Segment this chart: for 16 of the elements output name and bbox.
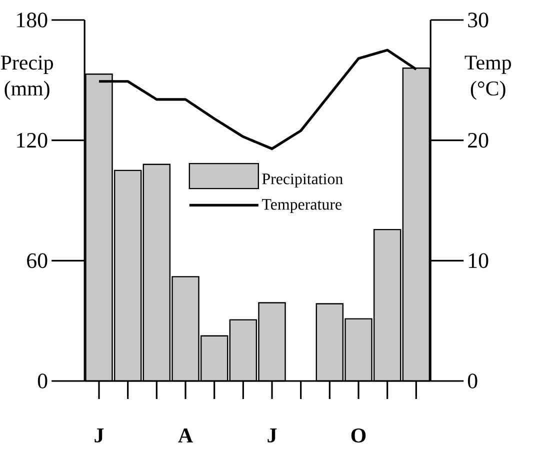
y-tick-label: 0 (38, 374, 48, 388)
y2-tick-label: 30 (468, 12, 488, 28)
y2-tick-label: 20 (468, 132, 488, 148)
y-tick-label: 180 (17, 12, 48, 28)
y2-tick-label: 10 (469, 253, 488, 268)
x-tick-label: O (351, 428, 366, 443)
y2-tick-label: 0 (468, 374, 478, 388)
x-tick-label: J (94, 428, 104, 442)
y-tick-label: 60 (27, 253, 48, 268)
y-tick-label: 120 (17, 132, 48, 148)
legend-label: Temperature (262, 199, 342, 213)
y2-axis-title: Temp (°C) (464, 56, 511, 100)
x-tick-label: J (268, 428, 277, 442)
x-tick-label: A (178, 428, 193, 442)
legend-label: Precipitation (262, 174, 343, 188)
y-axis-title: Precip (mm) (0, 56, 53, 100)
